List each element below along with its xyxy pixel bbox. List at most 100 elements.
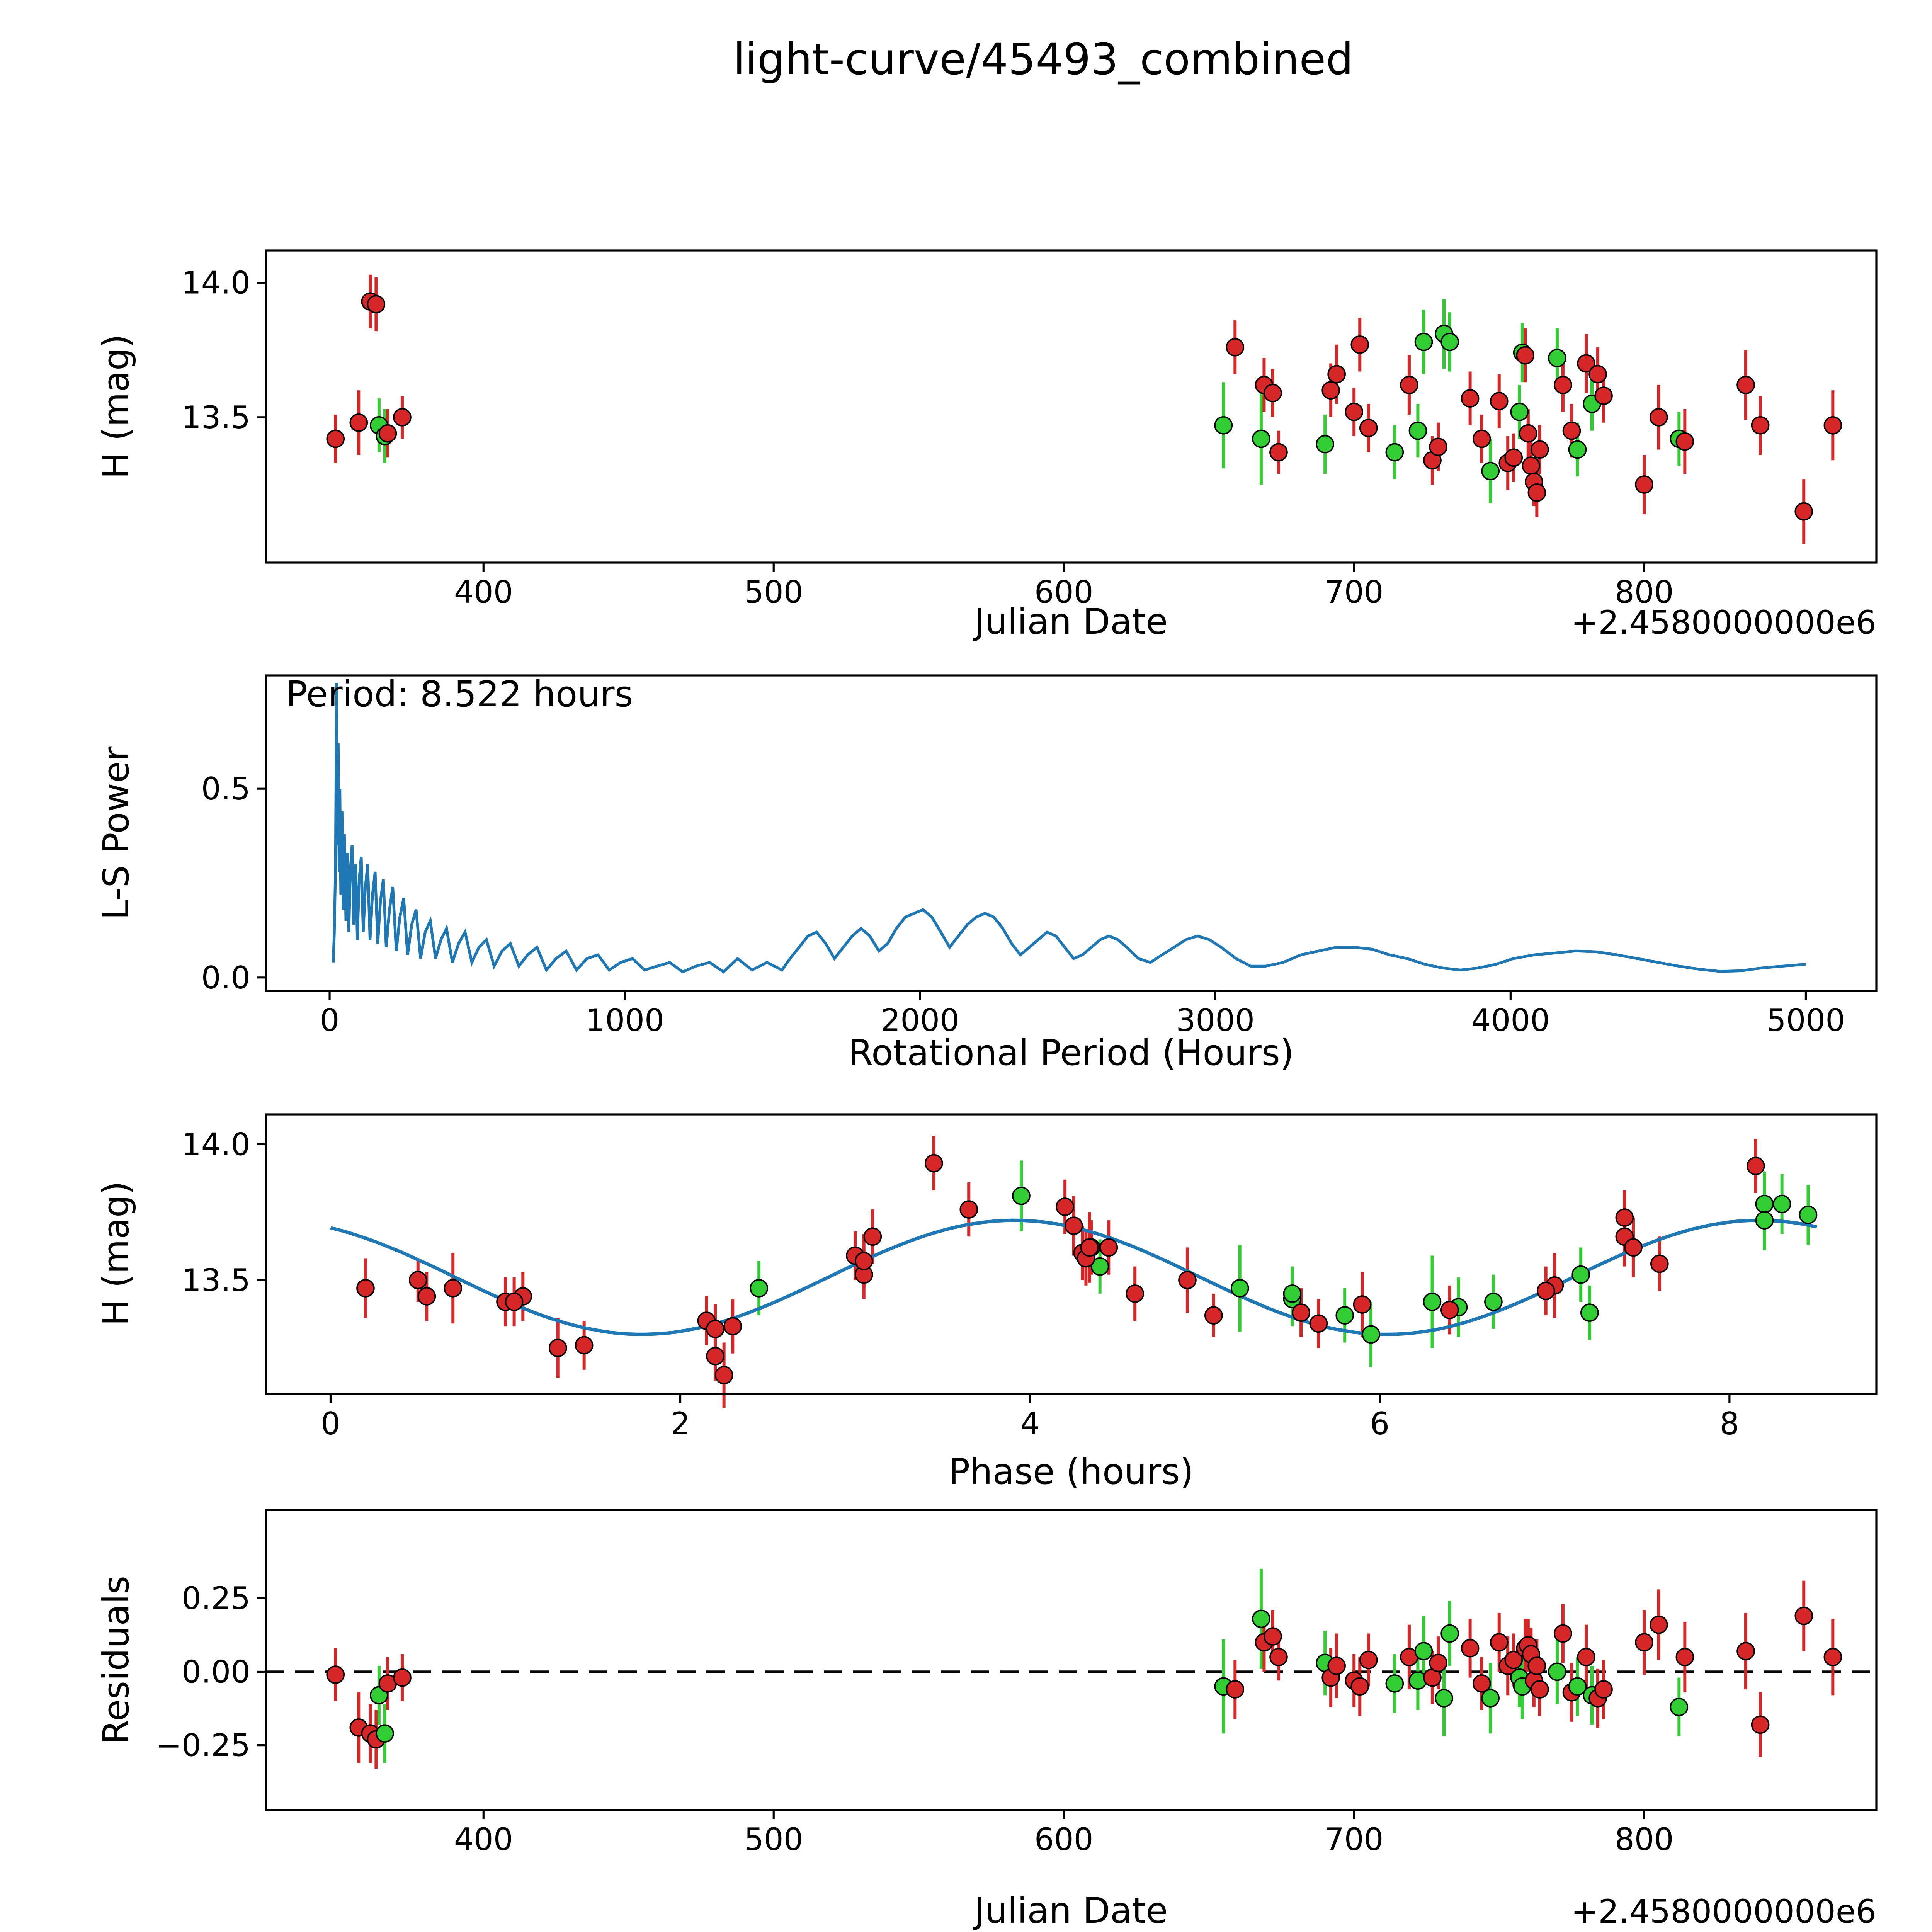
data-point — [1736, 1642, 1755, 1660]
y-ticks: 0.25 0.00 −0.25 — [156, 1580, 266, 1764]
data-point — [1440, 333, 1459, 351]
data-point — [1264, 384, 1282, 402]
data-point — [505, 1293, 524, 1311]
data-point — [1823, 416, 1842, 435]
data-point — [1670, 1697, 1689, 1716]
data-point — [349, 413, 368, 432]
y-ticks: 13.5 14.0 — [182, 1126, 266, 1298]
x-tick-label: 700 — [1325, 1821, 1384, 1857]
data-point — [1548, 349, 1566, 367]
data-point — [1504, 1651, 1523, 1669]
x-tick-label: 1000 — [585, 1002, 664, 1038]
y-tick-label: 0.00 — [182, 1654, 250, 1690]
data-point — [1571, 1265, 1590, 1284]
data-point — [1408, 421, 1427, 440]
x-tick-label: 3000 — [1176, 1002, 1255, 1038]
data-point — [1516, 346, 1535, 365]
x-tick-label: 6 — [1370, 1406, 1389, 1442]
p3-ylabel: Residuals — [95, 1576, 137, 1744]
data-point — [1554, 376, 1572, 395]
p0-x-offset-label: +2.4580000000e6 — [1571, 604, 1876, 641]
y-ticks: 13.5 14.0 — [182, 265, 266, 435]
data-point — [1264, 1627, 1282, 1646]
data-point — [750, 1279, 768, 1298]
data-point — [854, 1252, 873, 1270]
data-point — [548, 1338, 567, 1357]
data-point — [1751, 416, 1770, 435]
data-point — [417, 1287, 436, 1306]
x-tick-label: 400 — [454, 1821, 513, 1857]
data-point — [723, 1317, 742, 1336]
data-point — [1327, 365, 1346, 384]
x-tick-label: 0 — [320, 1002, 340, 1038]
data-point — [1064, 1216, 1083, 1235]
x-tick-label: 8 — [1719, 1406, 1739, 1442]
data-point — [393, 1668, 412, 1687]
data-point — [1624, 1238, 1643, 1257]
data-point — [1252, 1609, 1270, 1628]
x-ticks: 400 500 600 700 800 — [454, 563, 1674, 610]
data-point — [1746, 1156, 1765, 1175]
panel-jd-lightcurve: 400 500 600 700 800 13.5 14.0 — [182, 249, 1878, 610]
data-point — [1359, 418, 1378, 437]
data-point — [706, 1347, 724, 1366]
panel-phase-folded: 0 2 4 6 8 13.5 14.0 — [182, 1113, 1878, 1442]
x-ticks: 0 1000 2000 3000 4000 5000 — [320, 991, 1845, 1038]
data-point — [714, 1366, 733, 1384]
data-point — [1527, 1656, 1546, 1675]
data-point — [1794, 502, 1813, 521]
data-point — [1321, 381, 1340, 400]
data-point — [1178, 1270, 1197, 1289]
data-point — [1435, 1689, 1453, 1708]
data-point — [1649, 408, 1668, 427]
y-ticks: 0.0 0.5 — [201, 771, 266, 996]
data-point — [1316, 435, 1334, 454]
x-tick-label: 500 — [744, 574, 803, 610]
data-point — [863, 1227, 882, 1246]
y-tick-label: 0.5 — [201, 771, 250, 807]
data-point — [1012, 1187, 1031, 1205]
p0-xlabel: Julian Date — [973, 601, 1168, 642]
periodogram-line — [332, 683, 1806, 974]
data-point — [1226, 1680, 1245, 1699]
data-point — [1531, 440, 1549, 459]
data-point — [1099, 1238, 1118, 1257]
data-point — [1252, 429, 1270, 448]
data-point — [1650, 1254, 1669, 1273]
data-point — [1531, 1680, 1549, 1699]
data-point — [1736, 376, 1755, 395]
axes-spines — [265, 1509, 1878, 1811]
y-tick-label: 0.25 — [182, 1580, 250, 1616]
y-tick-label: 13.5 — [182, 1262, 250, 1298]
data-point — [1675, 432, 1694, 451]
data-point — [1335, 1306, 1354, 1325]
data-point — [1490, 392, 1509, 410]
data-point — [1350, 335, 1369, 354]
data-point — [1548, 1662, 1566, 1681]
data-point — [1423, 1293, 1442, 1311]
data-point — [1385, 443, 1404, 462]
data-point — [1568, 1677, 1587, 1696]
data-point — [1580, 1303, 1599, 1322]
data-point — [408, 1270, 427, 1289]
data-point — [1269, 1648, 1288, 1667]
data-point — [1554, 1624, 1572, 1643]
x-tick-label: 400 — [454, 574, 513, 610]
x-tick-label: 700 — [1325, 574, 1384, 610]
data-point — [1327, 1656, 1346, 1675]
p2-ylabel: H (mag) — [95, 1181, 137, 1326]
data-point — [1481, 1689, 1500, 1708]
data-point — [1429, 1653, 1447, 1672]
data-point — [1283, 1284, 1302, 1303]
data-point — [1292, 1303, 1310, 1322]
data-point — [1799, 1206, 1818, 1224]
data-point — [444, 1279, 463, 1298]
y-tick-label: 14.0 — [182, 1126, 250, 1162]
data-point — [1440, 1301, 1459, 1319]
data-point — [1577, 1648, 1595, 1667]
p0-ylabel: H (mag) — [95, 334, 137, 479]
data-point — [1353, 1295, 1372, 1314]
y-tick-label: −0.25 — [156, 1728, 250, 1764]
data-point — [1429, 437, 1447, 456]
